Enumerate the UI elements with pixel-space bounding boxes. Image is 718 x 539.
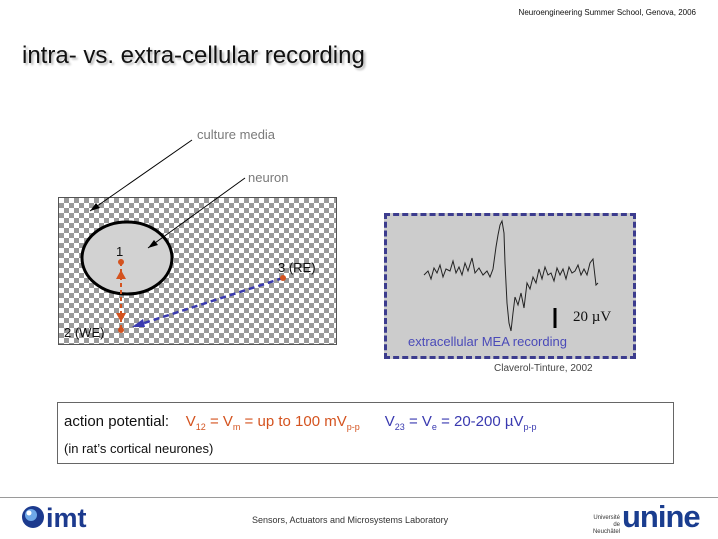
- electrode-3-dot: [280, 275, 286, 281]
- unine-logo-small-text: Université de Neuchâtel: [592, 515, 620, 535]
- electrode-1-label: 1: [116, 244, 124, 259]
- electrode-3-label: 3 (RE): [278, 260, 316, 275]
- action-potential-box: [57, 402, 674, 464]
- intracellular-arrow-down: [116, 313, 126, 322]
- header-note: Neuroengineering Summer School, Genova, …: [518, 8, 696, 17]
- electrode-1-dot: [118, 259, 124, 265]
- electrode-2-label: 2 (WE): [64, 325, 105, 340]
- neuron-label: neuron: [248, 170, 289, 185]
- footer-lab: Sensors, Actuators and Microsystems Labo…: [252, 515, 449, 525]
- intracellular-arrow-up: [116, 270, 126, 279]
- culture-media-label: culture media: [197, 127, 276, 142]
- imt-logo: imt: [46, 503, 87, 533]
- neuron-pointer: [147, 177, 246, 249]
- extracellular-arrowhead: [132, 319, 145, 327]
- slide-title: intra- vs. extra-cellular recording: [22, 42, 365, 69]
- culture-media-pointer: [89, 139, 193, 212]
- neuron-cell-body: [80, 220, 174, 296]
- imt-logo-icon: [22, 506, 44, 528]
- extracellular-path: [134, 276, 284, 328]
- action-potential-line: action potential: V12 = Vm = up to 100 m…: [64, 413, 537, 432]
- mea-recording-panel: [384, 213, 636, 359]
- unine-logo: unine: [622, 499, 701, 534]
- electrode-2-dot: [118, 327, 124, 333]
- neuron-arrowhead: [148, 240, 158, 248]
- footer-divider: [0, 497, 718, 498]
- citation: Claverol-Tinture, 2002: [494, 363, 593, 374]
- mea-trace: [423, 219, 599, 332]
- mea-caption: extracellular MEA recording: [408, 334, 567, 349]
- scale-bar-label: 20 µV: [573, 309, 612, 325]
- intracellular-formula: V12 = Vm = up to 100 mVp-p: [185, 413, 360, 432]
- mea-waveform: [423, 219, 599, 332]
- ap-lead: action potential:: [64, 413, 170, 430]
- action-potential-note: (in rat’s cortical neurones): [64, 441, 214, 456]
- culture-media-arrowhead: [90, 203, 100, 211]
- extracellular-formula: V23 = Ve = 20-200 µVp-p: [384, 413, 537, 432]
